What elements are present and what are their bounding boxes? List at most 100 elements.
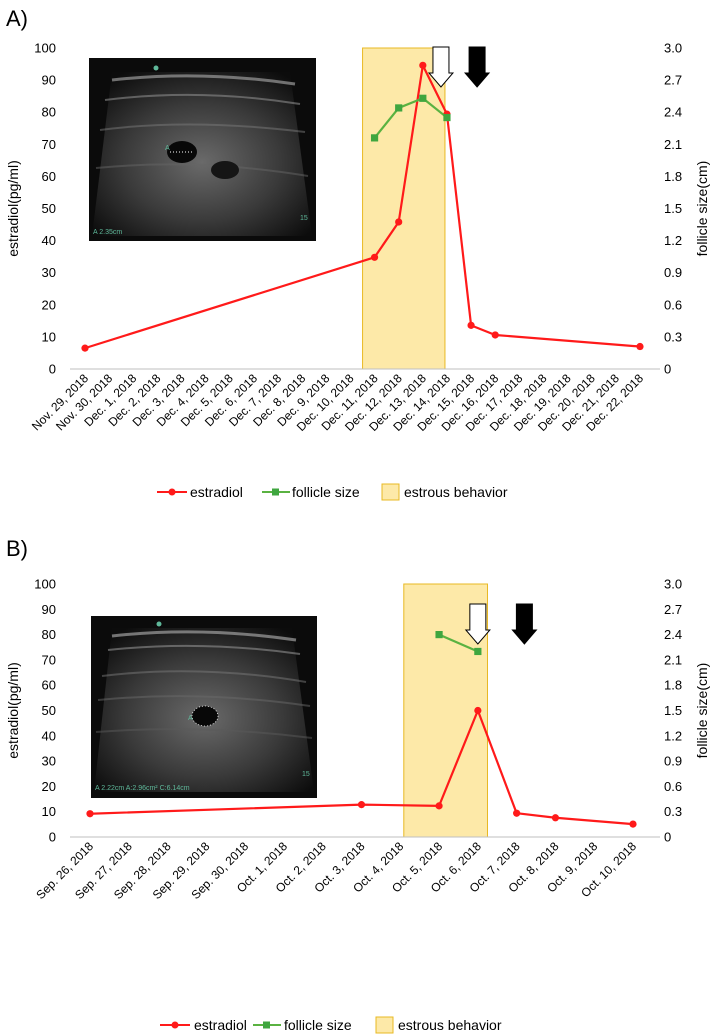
y2-tick-label: 2.7 (664, 602, 682, 617)
y-tick-label: 0 (49, 362, 56, 377)
legend-follicle-marker (272, 488, 279, 496)
legend-estradiol-label: estradiol (190, 484, 243, 500)
estradiol-point (395, 218, 403, 226)
y2-tick-label: 0.9 (664, 265, 682, 280)
estradiol-point (357, 801, 366, 809)
y2-tick-label: 3.0 (664, 41, 682, 56)
y2-axis-title: follicle size(cm) (694, 161, 710, 257)
solid-arrow-icon (511, 603, 538, 645)
open-arrow-icon (427, 46, 455, 88)
estradiol-point (419, 61, 427, 69)
follicle-series-line (373, 97, 448, 139)
legend-estrous-swatch (381, 483, 400, 501)
y2-axis-title: follicle size(cm) (694, 663, 710, 759)
follicle-series-line (438, 633, 479, 653)
y-axis-title: estradiol(pg/ml) (5, 662, 21, 758)
panel-a-plot: 0 10 20 30 40 50 60 70 80 90 100 0 0.3 0.6 0.9 1.2 1.5 1.… (5, 41, 710, 434)
y2-tick-label: 1.5 (664, 201, 682, 216)
y-tick-label: 50 (42, 201, 56, 216)
y-tick-label: 20 (42, 779, 56, 794)
panel-a: A) 0 10 20 30 40 50 60 70 80 90 100 0 0.3 0.6 0.9 1.2 1.… (5, 6, 710, 501)
y-tick-label: 0 (49, 830, 56, 845)
y-tick-label: 40 (42, 728, 56, 743)
y-tick-label: 70 (42, 652, 56, 667)
legend-estradiol-marker (168, 488, 176, 496)
legend-estrous-label: estrous behavior (404, 484, 508, 500)
estradiol-point (474, 706, 482, 715)
y2-tick-label: 0.6 (664, 779, 682, 794)
y-tick-label: 60 (42, 169, 56, 184)
follicle-point (419, 94, 427, 102)
y2-tick-label: 2.7 (664, 73, 682, 88)
legend-estradiol-marker (171, 1021, 179, 1029)
estradiol-point (551, 814, 560, 822)
y2-tick-label: 0.9 (664, 754, 682, 769)
y-tick-label: 80 (42, 627, 56, 642)
legend-follicle-marker (263, 1021, 270, 1029)
y-tick-label: 100 (34, 41, 56, 56)
y-tick-label: 80 (42, 105, 56, 120)
legend-estrous-label: estrous behavior (398, 1017, 502, 1033)
y2-tick-label: 3.0 (664, 577, 682, 592)
estradiol-series-line (84, 64, 641, 350)
y-tick-label: 90 (42, 73, 56, 88)
y-tick-label: 10 (42, 329, 56, 344)
legend-follicle-label: follicle size (292, 484, 360, 500)
follicle-point (443, 113, 451, 122)
y2-tick-label: 1.2 (664, 728, 682, 743)
panel-b-ultrasound-image: A A 2.22cm A:2.96cm² C:6.14cm 15 (91, 616, 317, 798)
y2-tick-label: 0.6 (664, 297, 682, 312)
estradiol-point (370, 253, 379, 261)
y2-tick-label: 0.3 (664, 329, 682, 344)
y-tick-label: 90 (42, 602, 56, 617)
solid-arrow-icon (463, 46, 491, 88)
y-tick-label: 30 (42, 754, 56, 769)
y-tick-label: 50 (42, 703, 56, 718)
panel-a-label: A) (6, 6, 28, 31)
y2-tick-label: 1.2 (664, 233, 682, 248)
estradiol-point (435, 802, 443, 810)
y2-tick-label: 1.5 (664, 703, 682, 718)
follicle-point (395, 104, 403, 112)
panel-b-legend: estradiol follicle size estrous behavior (160, 1016, 502, 1034)
panel-a-ultrasound-measure: A 2.35cm (93, 229, 122, 236)
y-axis-title: estradiol(pg/ml) (5, 160, 21, 256)
legend-follicle-label: follicle size (284, 1017, 352, 1033)
y-tick-label: 10 (42, 804, 56, 819)
estrous-behavior-band (362, 47, 446, 370)
y-tick-label: 100 (34, 577, 56, 592)
panel-b-label: B) (6, 536, 28, 561)
panel-a-ultrasound-marker: A (165, 145, 170, 152)
y2-tick-label: 2.4 (664, 105, 682, 120)
panel-a-ultrasound-image: A A 2.35cm 15 (89, 58, 316, 241)
estradiol-point (86, 810, 94, 818)
y2-tick-label: 2.4 (664, 627, 682, 642)
y-tick-label: 40 (42, 233, 56, 248)
y2-tick-label: 1.8 (664, 678, 682, 693)
panel-a-legend: estradiol follicle size estrous behavior (157, 483, 508, 501)
panel-b-ultrasound-scale: 15 (302, 771, 310, 778)
legend-estradiol-label: estradiol (194, 1017, 247, 1033)
panel-b-ultrasound-measure: A 2.22cm A:2.96cm² C:6.14cm (95, 785, 190, 792)
estradiol-point (513, 809, 521, 817)
y2-tick-label: 0.3 (664, 804, 682, 819)
follicle-point (474, 647, 482, 656)
legend-estrous-swatch (375, 1016, 394, 1034)
y2-tick-label: 0 (664, 830, 671, 845)
y2-tick-label: 1.8 (664, 169, 682, 184)
y-tick-label: 70 (42, 137, 56, 152)
y-tick-label: 30 (42, 265, 56, 280)
follicle-point (435, 631, 443, 639)
y2-tick-label: 2.1 (664, 652, 682, 667)
follicle-point (370, 134, 379, 142)
estradiol-point (467, 321, 475, 329)
y-tick-label: 60 (42, 678, 56, 693)
y2-tick-label: 0 (664, 362, 671, 377)
panel-b: B) 0 10 20 30 40 50 60 70 80 90 100 0 0.3 0.6 0.9 1.2 1.… (5, 536, 710, 1034)
y2-tick-label: 2.1 (664, 137, 682, 152)
open-arrow-icon (464, 603, 491, 645)
estradiol-point (491, 331, 499, 339)
panel-b-ultrasound-marker: A (188, 715, 193, 722)
y-tick-label: 20 (42, 297, 56, 312)
